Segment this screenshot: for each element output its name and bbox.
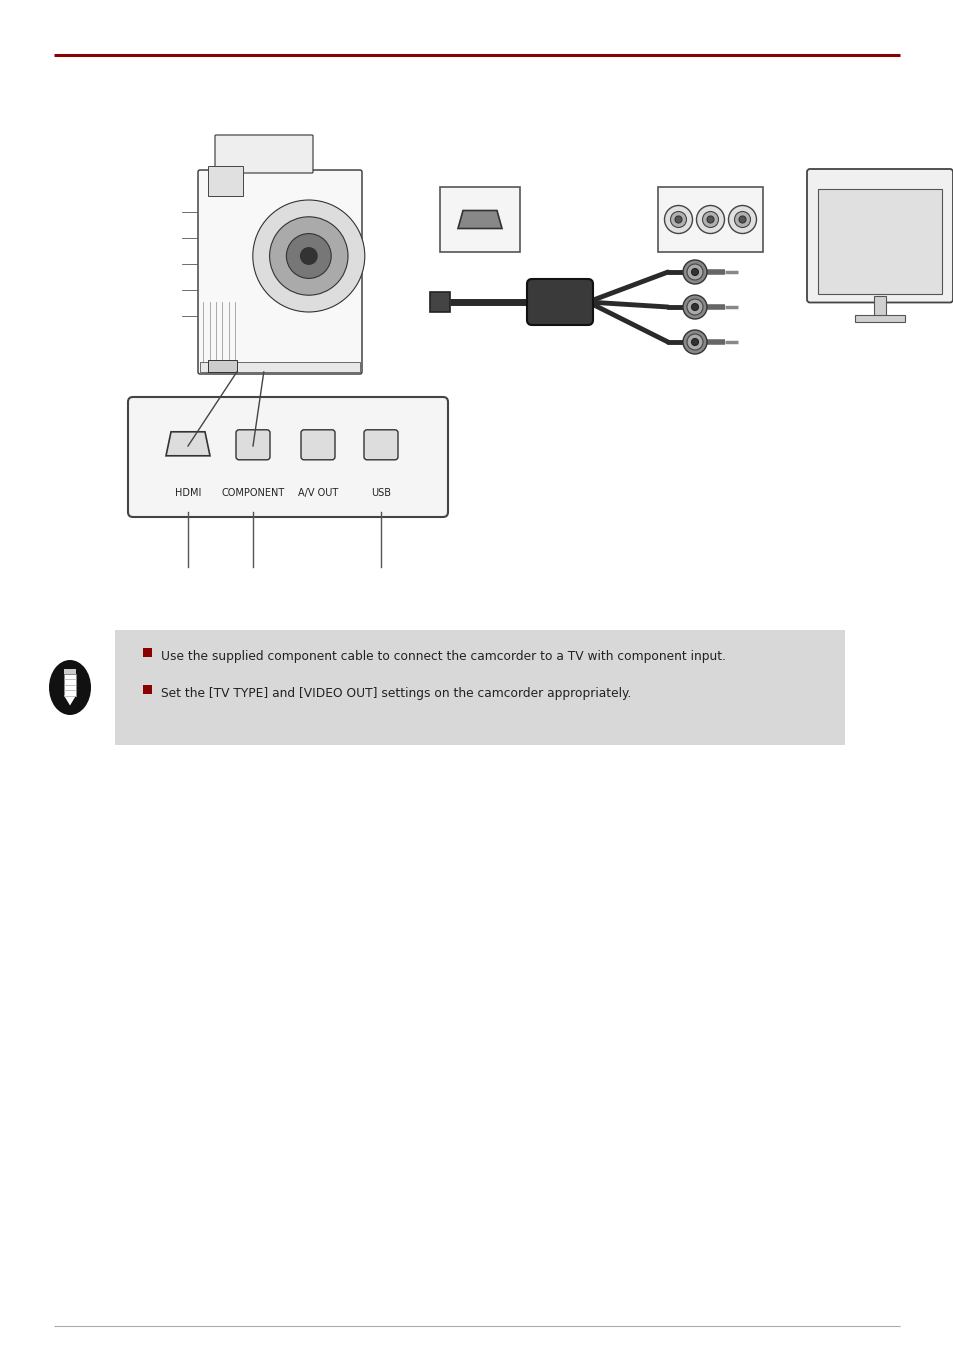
FancyBboxPatch shape bbox=[198, 170, 361, 375]
Circle shape bbox=[691, 338, 698, 346]
Bar bbox=[143, 648, 152, 657]
Circle shape bbox=[686, 334, 702, 350]
Circle shape bbox=[686, 264, 702, 280]
Bar bbox=[143, 685, 152, 694]
Text: USB: USB bbox=[371, 488, 391, 498]
Circle shape bbox=[670, 211, 686, 227]
Bar bbox=[208, 360, 236, 372]
FancyBboxPatch shape bbox=[128, 397, 448, 516]
Polygon shape bbox=[457, 211, 501, 228]
Bar bbox=[64, 673, 76, 695]
Circle shape bbox=[696, 206, 723, 234]
Circle shape bbox=[691, 269, 698, 276]
Text: A/V OUT: A/V OUT bbox=[297, 488, 337, 498]
Bar bbox=[658, 187, 762, 251]
Circle shape bbox=[706, 216, 713, 223]
Circle shape bbox=[286, 234, 331, 279]
FancyBboxPatch shape bbox=[214, 135, 313, 173]
Bar bbox=[873, 296, 885, 316]
Bar bbox=[115, 630, 844, 745]
Bar bbox=[64, 668, 76, 673]
Circle shape bbox=[682, 260, 706, 284]
Circle shape bbox=[728, 206, 756, 234]
Polygon shape bbox=[64, 695, 76, 706]
FancyBboxPatch shape bbox=[806, 169, 952, 303]
Circle shape bbox=[253, 200, 364, 312]
Circle shape bbox=[682, 330, 706, 354]
Bar bbox=[817, 189, 941, 295]
Text: Use the supplied component cable to connect the camcorder to a TV with component: Use the supplied component cable to conn… bbox=[161, 650, 725, 662]
FancyBboxPatch shape bbox=[364, 430, 397, 460]
Circle shape bbox=[664, 206, 692, 234]
Circle shape bbox=[675, 216, 681, 223]
Text: Set the [TV TYPE] and [VIDEO OUT] settings on the camcorder appropriately.: Set the [TV TYPE] and [VIDEO OUT] settin… bbox=[161, 687, 631, 700]
Bar bbox=[200, 362, 359, 372]
Bar bbox=[439, 187, 519, 251]
Text: HDMI: HDMI bbox=[174, 488, 201, 498]
FancyBboxPatch shape bbox=[301, 430, 335, 460]
Circle shape bbox=[691, 303, 698, 311]
Polygon shape bbox=[430, 292, 450, 312]
Circle shape bbox=[686, 299, 702, 315]
Circle shape bbox=[300, 247, 316, 265]
Text: COMPONENT: COMPONENT bbox=[221, 488, 284, 498]
Bar bbox=[208, 166, 243, 196]
Circle shape bbox=[682, 295, 706, 319]
Bar bbox=[854, 315, 904, 322]
Ellipse shape bbox=[49, 660, 91, 715]
FancyBboxPatch shape bbox=[235, 430, 270, 460]
Circle shape bbox=[739, 216, 745, 223]
FancyBboxPatch shape bbox=[526, 279, 593, 324]
Circle shape bbox=[701, 211, 718, 227]
Circle shape bbox=[270, 216, 348, 295]
Polygon shape bbox=[166, 431, 210, 456]
Circle shape bbox=[734, 211, 750, 227]
